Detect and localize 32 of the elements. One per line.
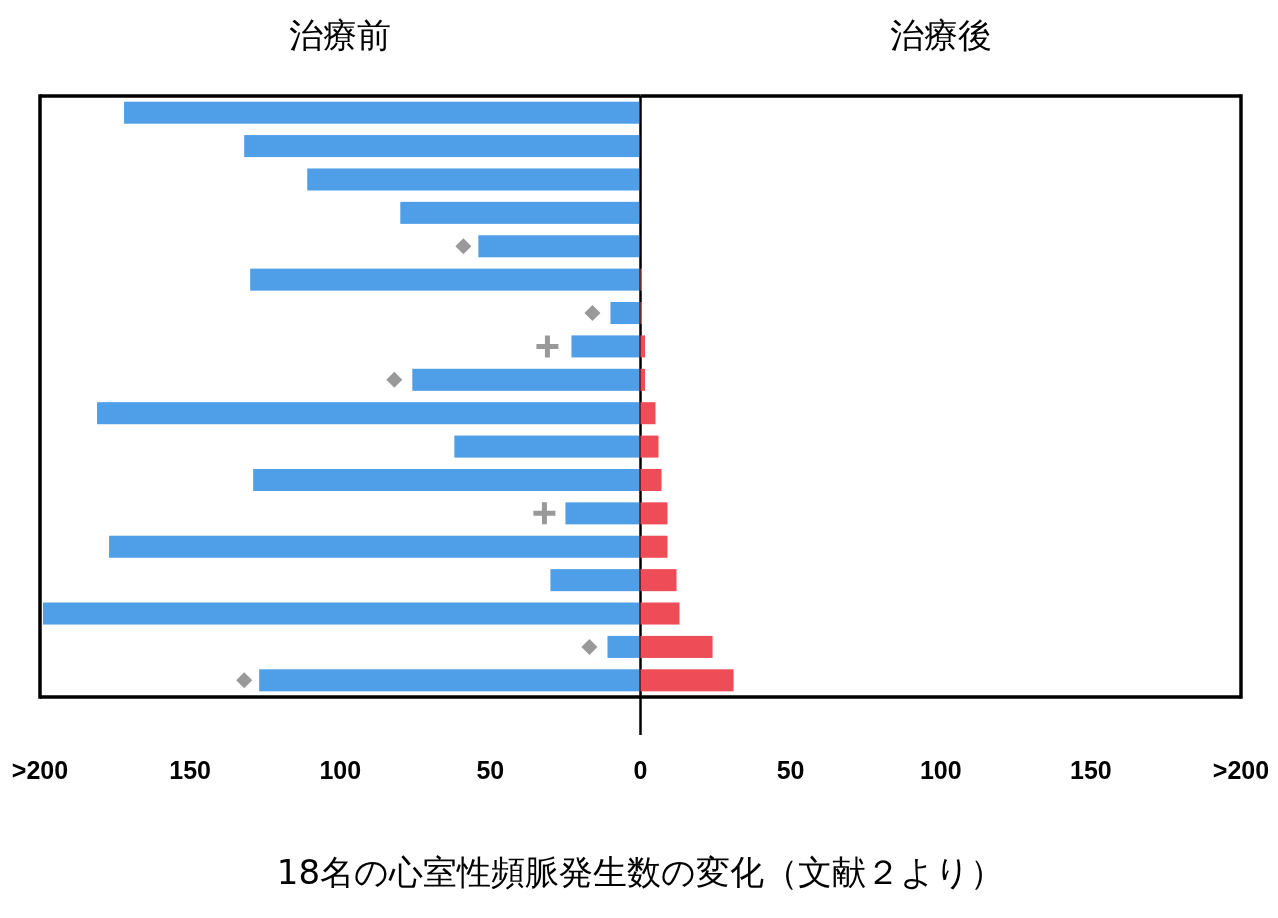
bar bbox=[640, 468, 662, 491]
text: 18名の心室性頻脈発生数の変化（文献２より） bbox=[276, 852, 1005, 892]
point bbox=[581, 638, 598, 655]
bar bbox=[244, 135, 641, 158]
x-tick-label: 150 bbox=[169, 756, 211, 784]
bar bbox=[640, 669, 734, 692]
bar bbox=[640, 535, 668, 558]
chart-title: 治療後 bbox=[889, 15, 992, 55]
bar bbox=[307, 168, 641, 191]
x-tick-label: 150 bbox=[1070, 756, 1112, 784]
x-tick-label: 0 bbox=[633, 756, 648, 784]
point bbox=[533, 502, 556, 525]
x-tick-label: >200 bbox=[1212, 756, 1270, 784]
x-tick-label: 50 bbox=[476, 756, 505, 784]
bar bbox=[640, 402, 656, 425]
bar bbox=[640, 602, 680, 625]
x-tick-label: 50 bbox=[776, 756, 805, 784]
x-tick-label: 100 bbox=[319, 756, 362, 784]
bar bbox=[478, 235, 641, 258]
bar bbox=[640, 435, 659, 458]
point bbox=[584, 305, 601, 322]
x-tick-label: 100 bbox=[919, 756, 962, 784]
chart-title: 治療前 bbox=[289, 15, 392, 55]
point bbox=[455, 238, 472, 255]
bar bbox=[610, 302, 641, 325]
bar bbox=[400, 201, 641, 224]
point bbox=[236, 672, 253, 689]
point bbox=[536, 335, 559, 358]
x-tick-label: >200 bbox=[11, 756, 69, 784]
bar bbox=[250, 268, 641, 291]
point bbox=[386, 371, 403, 388]
bar bbox=[124, 101, 641, 124]
